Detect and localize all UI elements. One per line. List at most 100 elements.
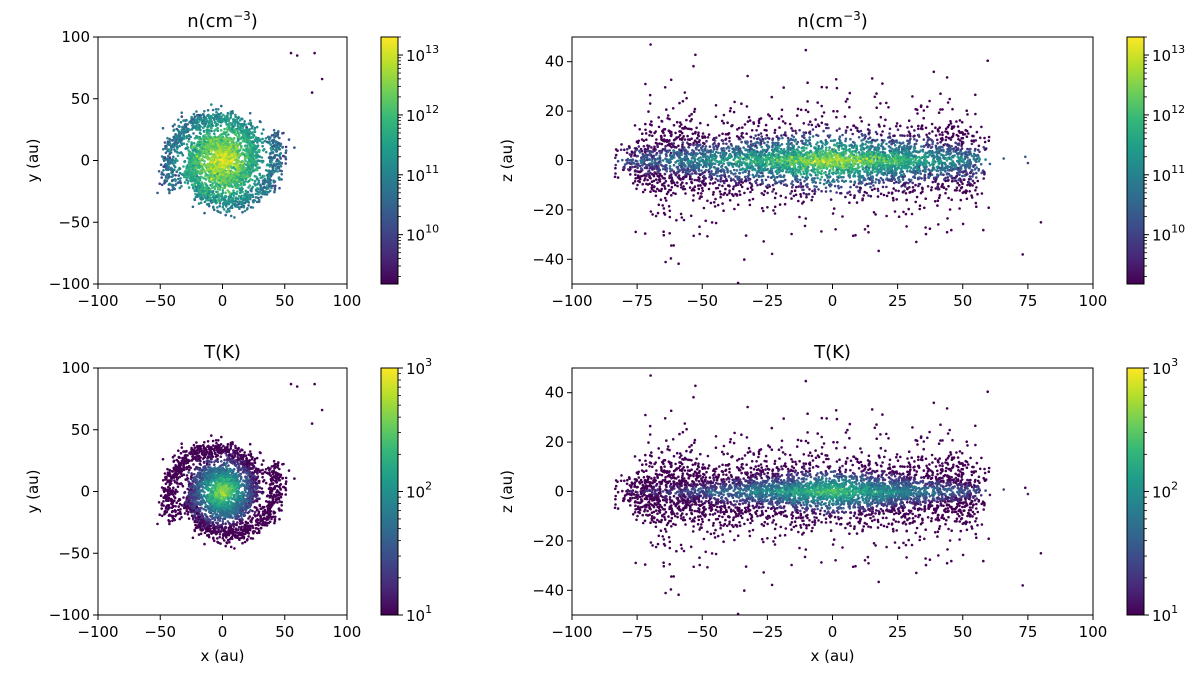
scatter-point	[262, 128, 265, 131]
scatter-point	[271, 141, 275, 145]
scatter-point	[861, 168, 865, 171]
scatter-point	[748, 119, 752, 122]
scatter-point	[179, 140, 183, 144]
scatter-point	[732, 185, 735, 188]
scatter-point	[257, 149, 261, 152]
scatter-point	[164, 162, 167, 166]
scatter-point	[241, 140, 245, 143]
scatter-point	[295, 54, 299, 57]
scatter-point	[263, 185, 266, 189]
scatter-point	[174, 157, 177, 161]
scatter-point	[247, 196, 251, 200]
scatter-point	[193, 198, 197, 202]
scatter-point	[192, 168, 196, 172]
scatter-points	[156, 51, 324, 219]
scatter-point	[219, 175, 223, 179]
scatter-point	[265, 184, 269, 187]
scatter-point	[218, 134, 221, 138]
scatter-point	[273, 186, 277, 190]
scatter-point	[237, 203, 240, 206]
scatter-point	[242, 204, 246, 208]
scatter-point	[178, 144, 181, 148]
scatter-point	[649, 190, 652, 193]
scatter-point	[716, 179, 720, 182]
scatter-point	[266, 179, 269, 183]
scatter-point	[236, 190, 239, 193]
scatter-point	[199, 190, 202, 194]
scatter-point	[267, 173, 271, 177]
scatter-point	[928, 99, 931, 103]
scatter-point	[197, 126, 201, 129]
scatter-point	[918, 204, 922, 207]
scatter-point	[192, 132, 195, 135]
scatter-point	[190, 179, 193, 182]
scatter-point	[202, 125, 206, 128]
scatter-point	[907, 207, 910, 211]
scatter-point	[202, 164, 206, 167]
scatter-point	[210, 143, 214, 147]
scatter-point	[243, 195, 246, 199]
scatter-point	[802, 192, 806, 195]
scatter-point	[216, 206, 219, 209]
scatter-point	[200, 162, 203, 166]
scatter-point	[273, 133, 277, 137]
scatter-point	[186, 146, 190, 149]
scatter-point	[156, 191, 159, 195]
scatter-point	[251, 140, 254, 143]
scatter-point	[192, 186, 195, 190]
scatter-point	[168, 162, 172, 165]
scatter-point	[198, 131, 202, 135]
scatter-point	[190, 183, 194, 186]
scatter-point	[809, 144, 813, 148]
scatter-point	[203, 191, 207, 195]
scatter-point	[234, 129, 238, 132]
scatter-point	[235, 120, 239, 124]
scatter-point	[233, 121, 236, 124]
scatter-point	[227, 184, 231, 188]
scatter-point	[219, 199, 222, 202]
scatter-point	[691, 172, 694, 175]
scatter-point	[171, 178, 174, 182]
scatter-point	[168, 191, 171, 195]
scatter-point	[243, 129, 246, 132]
scatter-point	[182, 142, 186, 145]
scatter-point	[963, 174, 966, 177]
scatter-point	[918, 182, 922, 186]
scatter-point	[212, 153, 216, 157]
scatter-point	[782, 86, 785, 89]
scatter-point	[230, 110, 234, 114]
scatter-point	[275, 153, 279, 157]
scatter-point	[975, 176, 978, 179]
scatter-point	[760, 206, 764, 210]
scatter-point	[237, 197, 240, 200]
scatter-point	[240, 201, 244, 205]
scatter-point	[249, 154, 253, 157]
scatter-point	[893, 134, 896, 137]
scatter-point	[787, 140, 790, 143]
scatter-point	[247, 151, 251, 154]
scatter-point	[216, 116, 219, 119]
panel-2: −100 −75 −50 −25 0 25 50 75 100−40−2002040n(cm−3…	[498, 9, 1185, 310]
scatter-point	[211, 108, 215, 112]
scatter-point	[667, 205, 671, 208]
scatter-point	[176, 135, 180, 138]
scatter-point	[182, 165, 185, 168]
scatter-point	[668, 232, 671, 235]
scatter-point	[268, 163, 272, 167]
scatter-point	[867, 137, 870, 141]
scatter-point	[232, 155, 236, 158]
scatter-point	[217, 186, 221, 190]
scatter-point	[229, 194, 233, 198]
scatter-point	[193, 155, 196, 158]
scatter-point	[838, 135, 842, 138]
scatter-point	[202, 143, 206, 147]
scatter-point	[980, 192, 984, 195]
scatter-point	[949, 122, 953, 125]
scatter-point	[208, 179, 211, 183]
scatter-point	[801, 175, 804, 179]
scatter-point	[267, 190, 270, 194]
scatter-point	[256, 182, 259, 186]
scatter-point	[228, 136, 232, 140]
scatter-point	[208, 115, 211, 119]
